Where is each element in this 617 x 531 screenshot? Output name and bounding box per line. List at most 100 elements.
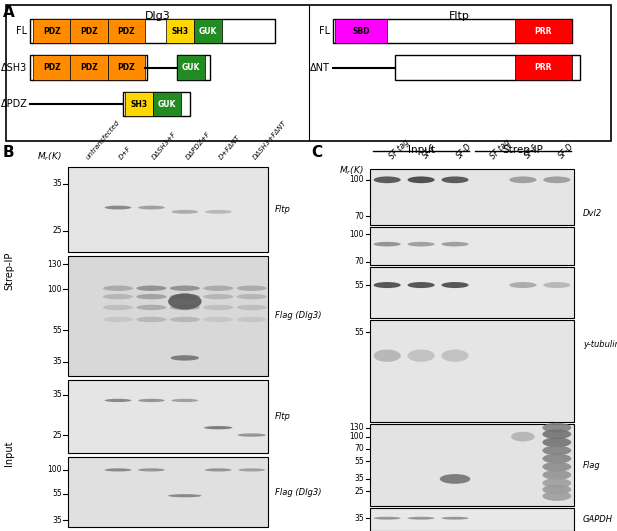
Text: 25: 25 [52, 431, 62, 440]
Ellipse shape [442, 176, 469, 183]
Text: Fltp: Fltp [275, 205, 291, 214]
Text: DΔSH3+FΔNT: DΔSH3+FΔNT [252, 120, 288, 161]
Ellipse shape [542, 462, 571, 472]
Text: B: B [3, 145, 15, 160]
Bar [335, 19, 387, 43]
Text: 130: 130 [349, 423, 364, 432]
Ellipse shape [407, 349, 434, 362]
Text: 100: 100 [47, 465, 62, 474]
Text: 55: 55 [354, 280, 364, 289]
Text: Dvl2: Dvl2 [583, 209, 602, 218]
Ellipse shape [171, 355, 199, 361]
Bar [177, 55, 205, 80]
Text: 35: 35 [52, 357, 62, 366]
Bar [194, 19, 222, 43]
Text: 55: 55 [52, 326, 62, 335]
Ellipse shape [440, 474, 470, 484]
Ellipse shape [170, 286, 200, 291]
Ellipse shape [136, 294, 167, 299]
Text: SBD: SBD [352, 27, 370, 36]
Ellipse shape [203, 305, 233, 310]
Bar [70, 19, 107, 43]
Ellipse shape [172, 399, 198, 402]
Ellipse shape [542, 438, 571, 447]
Bar [125, 92, 153, 116]
Text: A: A [3, 5, 15, 20]
Text: D+F: D+F [118, 145, 133, 161]
Text: 55: 55 [354, 328, 364, 337]
Text: PDZ: PDZ [117, 27, 135, 36]
Text: 100: 100 [349, 175, 364, 184]
Ellipse shape [542, 478, 571, 488]
Bar [30, 55, 147, 80]
Bar [68, 167, 268, 252]
Bar [153, 92, 181, 116]
Text: 100: 100 [349, 432, 364, 441]
Text: 100: 100 [349, 230, 364, 239]
Text: SH3: SH3 [130, 100, 147, 109]
Text: Fltp: Fltp [275, 412, 291, 421]
Text: PRR: PRR [534, 27, 552, 36]
Ellipse shape [203, 286, 233, 291]
Bar [370, 168, 574, 225]
Ellipse shape [168, 293, 202, 310]
Ellipse shape [542, 485, 571, 494]
Text: 35: 35 [52, 516, 62, 525]
Bar [30, 19, 275, 43]
Bar [370, 320, 574, 423]
Ellipse shape [373, 517, 401, 520]
Ellipse shape [238, 468, 265, 472]
Ellipse shape [238, 433, 266, 436]
Text: ΔPDZ: ΔPDZ [1, 99, 27, 109]
Text: GUK: GUK [199, 27, 217, 36]
Text: PDZ: PDZ [117, 63, 135, 72]
Text: C: C [312, 145, 323, 160]
Text: SF tag: SF tag [387, 138, 410, 161]
Ellipse shape [237, 294, 267, 299]
Text: D+FΔNT: D+FΔNT [218, 134, 242, 161]
Ellipse shape [442, 517, 469, 520]
Text: FL: FL [16, 26, 27, 36]
Ellipse shape [373, 242, 401, 246]
Ellipse shape [511, 432, 535, 441]
Bar [333, 19, 572, 43]
Ellipse shape [542, 470, 571, 479]
Bar [33, 55, 70, 80]
Text: Flag (Dlg3): Flag (Dlg3) [275, 311, 321, 320]
Ellipse shape [509, 282, 536, 288]
Text: 35: 35 [52, 390, 62, 399]
Ellipse shape [103, 286, 133, 291]
Ellipse shape [407, 282, 434, 288]
Ellipse shape [168, 494, 202, 498]
Ellipse shape [103, 317, 133, 322]
Text: SF-F: SF-F [421, 143, 439, 161]
Bar [370, 227, 574, 266]
Ellipse shape [204, 426, 233, 430]
Ellipse shape [373, 282, 401, 288]
Text: SF-D: SF-D [455, 142, 474, 161]
Text: 70: 70 [354, 212, 364, 221]
Ellipse shape [442, 349, 469, 362]
Text: $M_r$(K): $M_r$(K) [37, 150, 62, 163]
Text: SF-D: SF-D [557, 142, 576, 161]
Ellipse shape [442, 282, 469, 288]
Ellipse shape [237, 305, 267, 310]
Ellipse shape [509, 176, 536, 183]
Bar [33, 19, 70, 43]
Bar [107, 55, 145, 80]
Ellipse shape [105, 468, 131, 472]
Text: 35: 35 [354, 513, 364, 523]
Text: Fltp: Fltp [449, 11, 470, 21]
Bar [166, 19, 194, 43]
Text: FL: FL [318, 26, 329, 36]
Ellipse shape [407, 517, 434, 520]
Text: SH3: SH3 [172, 27, 189, 36]
Text: Input: Input [4, 441, 14, 466]
Ellipse shape [136, 305, 167, 310]
Ellipse shape [170, 294, 200, 299]
Text: y-tubulin: y-tubulin [583, 340, 617, 349]
Ellipse shape [170, 305, 200, 310]
Ellipse shape [103, 305, 133, 310]
Text: Strep-IP: Strep-IP [4, 252, 14, 290]
Ellipse shape [442, 242, 469, 246]
